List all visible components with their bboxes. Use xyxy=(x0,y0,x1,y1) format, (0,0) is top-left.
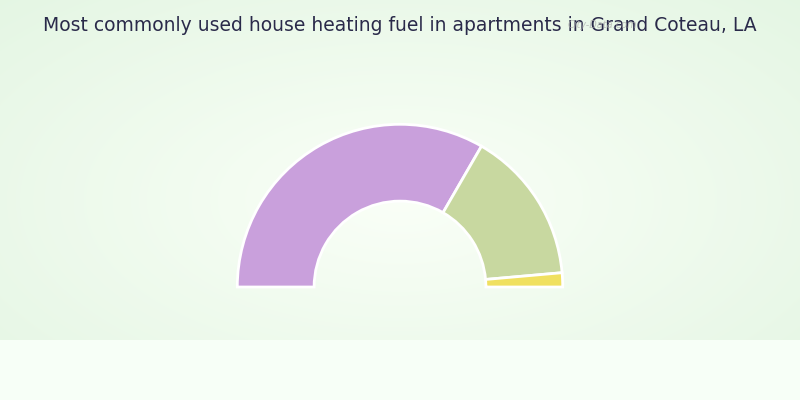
Text: Most commonly used house heating fuel in apartments in Grand Coteau, LA: Most commonly used house heating fuel in… xyxy=(43,16,757,35)
Wedge shape xyxy=(238,124,482,287)
Wedge shape xyxy=(486,273,562,287)
Text: City-Data.com: City-Data.com xyxy=(568,20,638,30)
Wedge shape xyxy=(443,146,562,280)
